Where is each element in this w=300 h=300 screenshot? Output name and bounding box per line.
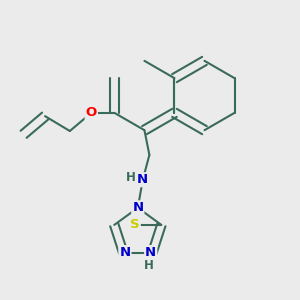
Text: N: N (145, 246, 156, 259)
Text: H: H (144, 259, 154, 272)
Text: N: N (119, 246, 130, 259)
Text: O: O (86, 106, 97, 119)
Text: N: N (137, 173, 148, 186)
Text: S: S (130, 218, 140, 231)
Text: H: H (126, 171, 136, 184)
Text: N: N (132, 201, 143, 214)
